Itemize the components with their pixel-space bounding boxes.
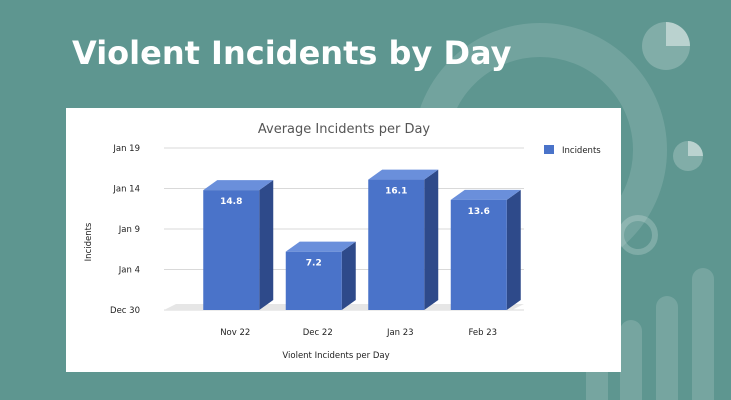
bar-value-label: 14.8 bbox=[220, 197, 242, 207]
x-tick-label: Jan 23 bbox=[386, 328, 414, 338]
decor-pillar-2 bbox=[620, 320, 642, 400]
y-tick-label: Jan 9 bbox=[118, 225, 140, 235]
slide-title: Violent Incidents by Day bbox=[72, 34, 512, 72]
y-axis-ticks: Dec 30 Jan 4 Jan 9 Jan 14 Jan 19 bbox=[110, 144, 140, 316]
bar-top bbox=[203, 180, 274, 191]
y-axis-label: Incidents bbox=[84, 222, 94, 261]
bar bbox=[368, 179, 425, 310]
decor-pie-small bbox=[673, 141, 703, 171]
bar-value-label: 7.2 bbox=[306, 259, 322, 269]
x-tick-label: Feb 23 bbox=[468, 328, 497, 338]
bar bbox=[203, 190, 260, 310]
bar-side bbox=[259, 180, 274, 310]
y-tick-label: Jan 19 bbox=[112, 144, 140, 154]
bar-top bbox=[450, 189, 521, 200]
bar-value-label: 13.6 bbox=[468, 207, 490, 217]
chart-panel: Average Incidents per Day Dec 30 Jan 4 Jan… bbox=[66, 108, 621, 372]
x-axis-ticks: Nov 22 Dec 22 Jan 23 Feb 23 bbox=[220, 328, 497, 338]
decor-pie-top-slice bbox=[666, 22, 690, 46]
bars: 14.8 7.2 16.1 13.6 bbox=[203, 169, 521, 310]
legend-swatch bbox=[544, 145, 554, 154]
bar-top bbox=[285, 241, 356, 252]
y-tick-label: Dec 30 bbox=[110, 306, 140, 316]
decor-pie-top bbox=[642, 22, 690, 70]
x-tick-label: Dec 22 bbox=[303, 328, 333, 338]
bar-side bbox=[424, 169, 439, 310]
bar bbox=[450, 199, 507, 310]
legend-label: Incidents bbox=[562, 146, 601, 156]
decor-ring-small bbox=[618, 215, 658, 255]
decor-pillar-4 bbox=[692, 268, 714, 400]
decor-pie-small-slice bbox=[688, 141, 703, 156]
x-tick-label: Nov 22 bbox=[220, 328, 250, 338]
bar-chart: Average Incidents per Day Dec 30 Jan 4 Jan… bbox=[84, 122, 601, 361]
decor-pillar-3 bbox=[656, 296, 678, 400]
bar bbox=[285, 251, 342, 310]
bar-side bbox=[506, 189, 521, 310]
bar-top bbox=[368, 169, 439, 180]
chart-title: Average Incidents per Day bbox=[258, 122, 431, 137]
bar-value-label: 16.1 bbox=[385, 187, 407, 197]
legend: Incidents bbox=[544, 145, 601, 156]
x-axis-label: Violent Incidents per Day bbox=[282, 351, 389, 361]
y-tick-label: Jan 14 bbox=[112, 185, 140, 195]
bar-side bbox=[341, 241, 356, 310]
y-tick-label: Jan 4 bbox=[118, 266, 140, 276]
